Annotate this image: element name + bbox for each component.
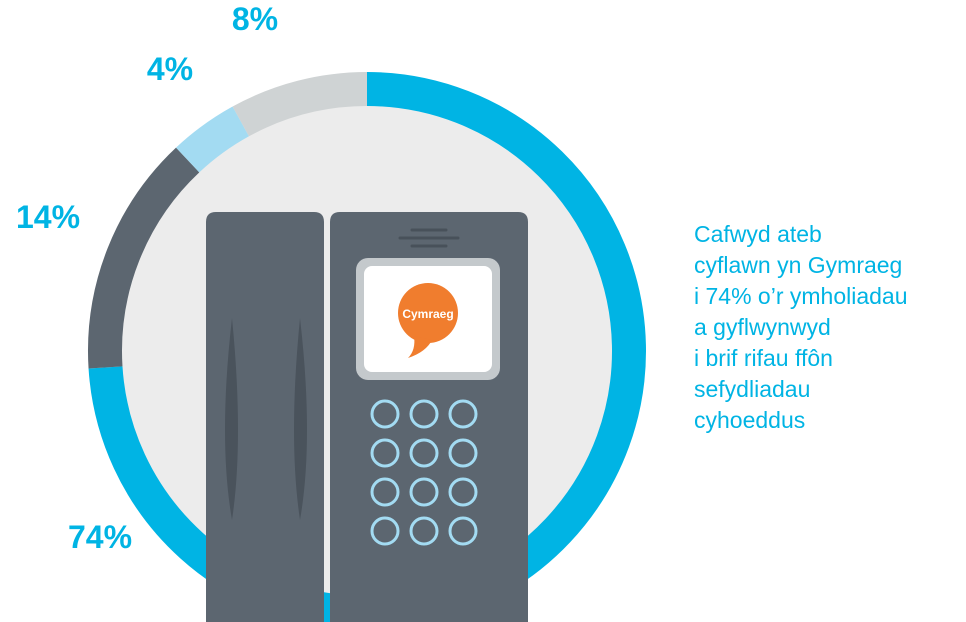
keypad-key-12 — [448, 516, 478, 546]
slice-label-14: 14% — [16, 199, 80, 235]
donut-slice-8 — [232, 72, 368, 137]
donut-slices — [88, 72, 646, 622]
caption-line: i 74% o’r ymholiadau — [694, 283, 908, 309]
keypad-key-9 — [448, 477, 478, 507]
desk-phone-icon: Cymraeg — [206, 212, 528, 622]
speaker-grille — [398, 228, 460, 248]
handset-shade-left — [225, 318, 238, 520]
slice-label-8: 8% — [232, 1, 278, 37]
handset — [206, 212, 324, 622]
keypad-key-7 — [370, 477, 400, 507]
donut-labels: 74% 14% 4% 8% — [16, 1, 278, 555]
caption-line: sefydliadau — [694, 376, 811, 402]
caption-line: cyflawn yn Gymraeg — [694, 252, 903, 278]
caption-line: a gyflwynwyd — [694, 314, 831, 340]
slice-label-4: 4% — [147, 51, 193, 87]
keypad-key-1 — [370, 399, 400, 429]
slice-label-74: 74% — [68, 519, 132, 555]
caption: Cafwyd ateb cyflawn yn Gymraeg i 74% o’r y… — [694, 219, 964, 436]
keypad-key-11 — [409, 516, 439, 546]
caption-line: i brif rifau ffôn — [694, 345, 833, 371]
logo-text: Cymraeg — [402, 307, 453, 321]
keypad-key-4 — [370, 438, 400, 468]
keypad-key-6 — [448, 438, 478, 468]
keypad-key-8 — [409, 477, 439, 507]
keypad — [370, 399, 478, 546]
keypad-key-3 — [448, 399, 478, 429]
cymraeg-logo: Cymraeg — [398, 283, 458, 358]
donut-slice-74 — [88, 72, 646, 622]
handset-shade-right — [294, 318, 307, 520]
caption-line: cyhoeddus — [694, 407, 806, 433]
donut-slice-14 — [88, 147, 200, 369]
keypad-key-5 — [409, 438, 439, 468]
keypad-key-2 — [409, 399, 439, 429]
donut-slice-4 — [176, 106, 250, 173]
caption-line: Cafwyd ateb — [694, 221, 822, 247]
keypad-key-10 — [370, 516, 400, 546]
